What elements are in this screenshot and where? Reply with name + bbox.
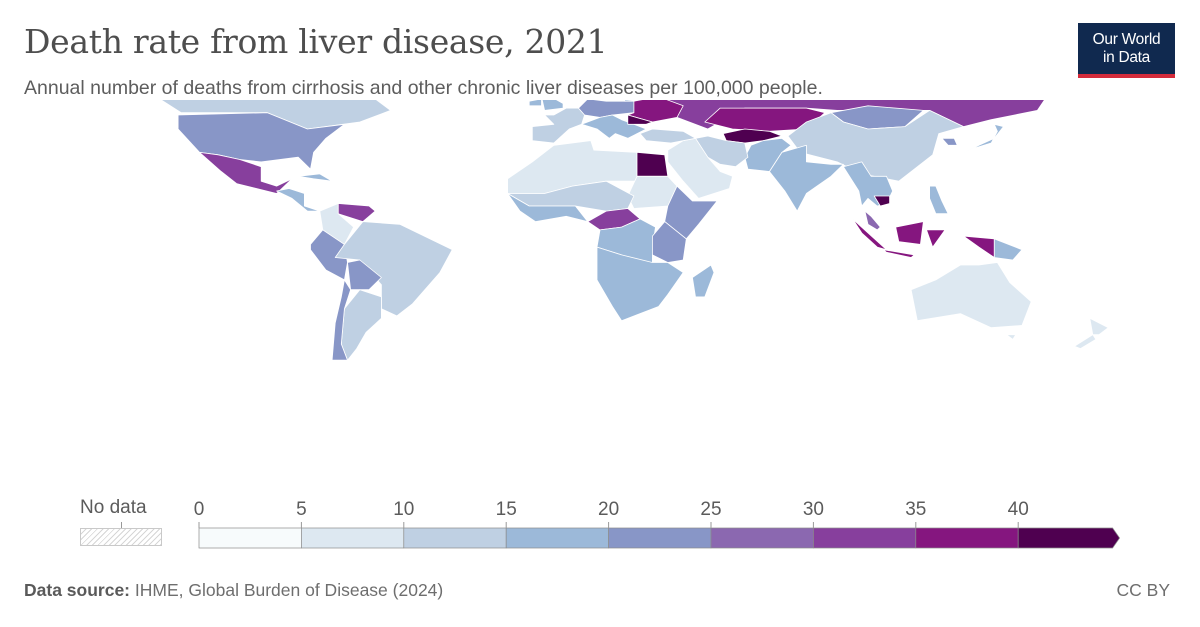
legend-tick-label: 10 — [393, 499, 414, 520]
legend-tick-label: 15 — [496, 499, 517, 520]
region-bolivia[interactable] — [347, 259, 382, 291]
owid-logo[interactable]: Our World in Data — [1078, 23, 1175, 78]
legend-tick-label: 0 — [194, 499, 205, 520]
legend-bin-8[interactable] — [1017, 527, 1121, 549]
region-romania-and-moldova[interactable] — [627, 114, 653, 125]
region-philippines[interactable] — [929, 185, 949, 215]
region-cambodia[interactable] — [873, 195, 890, 207]
legend-bin-0[interactable] — [198, 527, 302, 549]
legend-tick-label: 5 — [296, 499, 307, 520]
region-cuba[interactable] — [297, 173, 333, 182]
region-egypt[interactable] — [636, 152, 669, 177]
data-source: Data source: IHME, Global Burden of Dise… — [24, 580, 443, 601]
data-source-label: Data source: — [24, 580, 131, 600]
region-turkey[interactable] — [639, 128, 696, 144]
logo-line-2: in Data — [1102, 49, 1150, 66]
region-north-africa[interactable] — [507, 140, 638, 194]
region-chile[interactable] — [331, 279, 351, 361]
license-link[interactable]: CC BY — [1116, 580, 1170, 600]
region-japan[interactable] — [960, 123, 1004, 156]
region-southern-africa[interactable] — [596, 246, 684, 322]
world-map[interactable] — [0, 100, 1200, 490]
region-east-africa[interactable] — [652, 221, 687, 263]
region-new-zealand[interactable] — [1074, 317, 1109, 349]
color-legend: No data 0 5 10 15 20 25 30 35 40 — [0, 490, 1200, 560]
region-brazil[interactable] — [334, 221, 453, 317]
region-india[interactable] — [769, 144, 844, 212]
region-united-kingdom[interactable] — [528, 100, 564, 111]
region-central-america[interactable] — [276, 188, 321, 212]
region-papua-new-guinea[interactable] — [993, 238, 1023, 261]
data-source-text[interactable]: IHME, Global Burden of Disease (2024) — [134, 580, 444, 600]
legend-tick-label: 25 — [700, 499, 721, 520]
no-data-swatch[interactable] — [80, 528, 162, 546]
chart-title: Death rate from liver disease, 2021 — [24, 22, 608, 61]
legend-tick-label: 30 — [803, 499, 824, 520]
region-canada[interactable] — [129, 100, 391, 130]
region-malaysia-and-thailand-south[interactable] — [864, 210, 881, 231]
legend-bin-3[interactable] — [505, 527, 609, 549]
legend-tick-label: 40 — [1008, 499, 1029, 520]
region-west-africa[interactable] — [507, 193, 589, 222]
legend-tick-label: 35 — [905, 499, 926, 520]
region-central-europe[interactable] — [578, 100, 635, 118]
legend-bin-4[interactable] — [608, 527, 712, 549]
region-madagascar[interactable] — [692, 264, 715, 298]
region-western-europe[interactable] — [531, 107, 585, 144]
legend-scale: 0 5 10 15 20 25 30 35 40 — [194, 499, 1121, 549]
region-iran[interactable] — [695, 135, 749, 168]
legend-bin-5[interactable] — [710, 527, 814, 549]
no-data-tick — [121, 522, 122, 528]
legend-bin-1[interactable] — [301, 527, 405, 549]
region-mexico[interactable] — [199, 152, 293, 194]
region-italy-and-balkans[interactable] — [581, 114, 647, 139]
legend-tick-label: 20 — [598, 499, 619, 520]
region-baltic-states[interactable] — [624, 100, 647, 102]
region-australia[interactable] — [910, 262, 1032, 340]
legend-bin-7[interactable] — [915, 527, 1019, 549]
logo-line-1: Our World — [1092, 31, 1161, 48]
legend-bin-6[interactable] — [813, 527, 917, 549]
region-peru-and-ecuador[interactable] — [310, 229, 348, 281]
legend-bin-2[interactable] — [403, 527, 507, 549]
region-indonesia[interactable] — [852, 218, 995, 258]
no-data-label: No data — [80, 497, 147, 518]
chart-subtitle: Annual number of deaths from cirrhosis a… — [24, 77, 823, 99]
region-korea[interactable] — [941, 137, 958, 146]
